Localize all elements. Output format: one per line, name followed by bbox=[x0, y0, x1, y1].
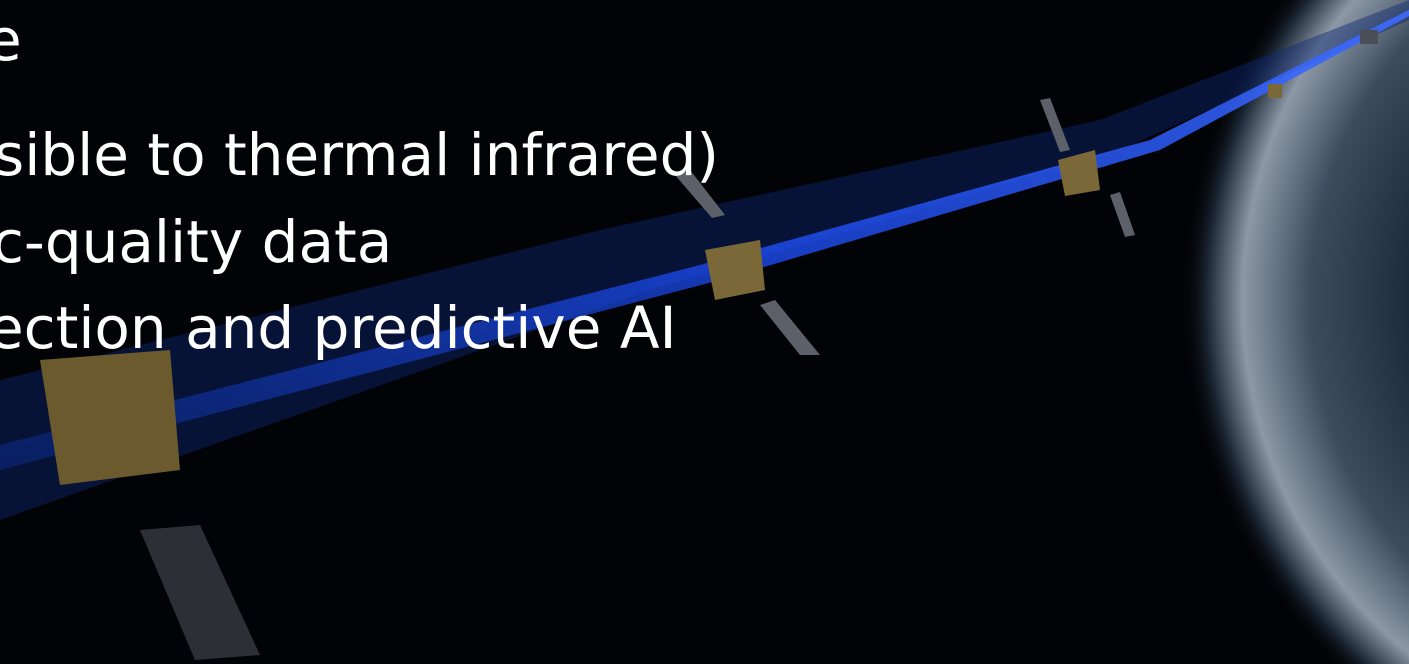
text-line: c-quality data bbox=[0, 208, 392, 276]
earth bbox=[1100, 0, 1409, 664]
satellite bbox=[1268, 84, 1282, 98]
text-line: ection and predictive AI bbox=[0, 294, 677, 362]
slide: e sible to thermal infrared) c-quality d… bbox=[0, 0, 1409, 664]
page: e sible to thermal infrared) c-quality d… bbox=[0, 0, 1409, 664]
text-line: sible to thermal infrared) bbox=[0, 121, 719, 189]
text-line: e bbox=[0, 6, 22, 74]
satellite bbox=[1360, 30, 1378, 44]
